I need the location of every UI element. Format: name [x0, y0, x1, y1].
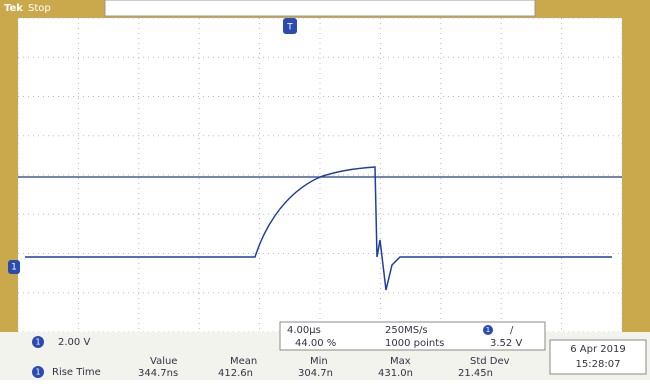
trigger-channel: 1	[486, 326, 490, 334]
date-time: 15:28:07	[576, 359, 621, 370]
measurement-name: Rise Time	[52, 367, 101, 378]
trigger-marker-label: T	[286, 23, 293, 33]
right-bar	[622, 0, 650, 340]
measurement-header: Value	[150, 356, 177, 367]
measurement-header: Max	[390, 356, 411, 367]
measurement-channel: 1	[35, 368, 40, 377]
measurement-header: Mean	[230, 356, 257, 367]
measurement-header: Min	[310, 356, 328, 367]
brand: Tek	[4, 3, 23, 14]
record-length: 1000 points	[385, 338, 444, 349]
left-bar	[0, 0, 18, 340]
record-bar	[105, 0, 535, 16]
measurement-value: 21.45n	[458, 368, 493, 379]
sample-rate: 250MS/s	[385, 325, 428, 336]
trigger-level: 3.52 V	[490, 338, 522, 349]
measurement-header: Std Dev	[470, 356, 510, 367]
measurement-value: 344.7ns	[138, 368, 178, 379]
measurement-value: 412.6n	[218, 368, 253, 379]
measurement-value: 431.0n	[378, 368, 413, 379]
position: 44.00 %	[295, 338, 336, 349]
measurement-value: 304.7n	[298, 368, 333, 379]
status: Stop	[28, 3, 51, 14]
ground-marker-label: 1	[11, 263, 17, 273]
oscilloscope-screen: Tek Stop T 1 1 2.00 V 4.00µs 250MS/s 1 /…	[0, 0, 650, 380]
time-per-div: 4.00µs	[287, 325, 321, 336]
channel-number: 1	[35, 338, 40, 347]
channel-scale: 2.00 V	[58, 337, 90, 348]
date-day: 6 Apr 2019	[570, 344, 625, 355]
